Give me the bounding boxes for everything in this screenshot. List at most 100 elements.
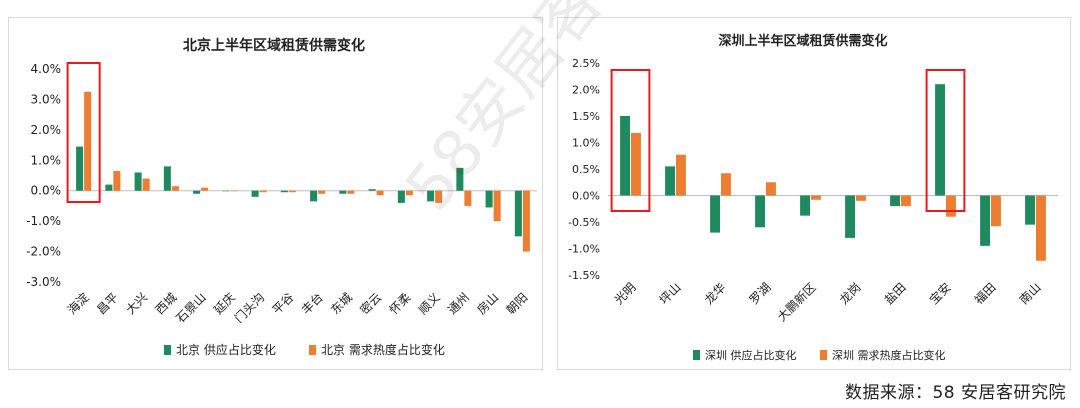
x-category-label: 顺义 [416,290,443,317]
x-category-label: 大兴 [123,290,150,317]
y-tick-label: 2.0% [572,84,600,97]
y-tick-label: 0.5% [572,163,600,176]
bar-demand-9 [347,190,355,194]
bar-supply-12 [427,190,435,202]
bar-demand-7 [946,195,956,217]
bar-supply-4 [193,190,201,194]
x-category-label: 房山 [474,290,502,318]
legend-entry: 北京 需求热度占比变化 [321,342,445,357]
highlight-box [610,69,651,212]
bar-demand-2 [142,178,150,191]
shenzhen-chart: 深圳上半年区域租赁供需变化 2.5% 2.0% 1.5% 1.0% 0.5% 0.0% -0.… [568,33,1058,362]
x-category-label: 怀柔 [387,290,414,317]
bar-supply-1 [665,166,675,196]
y-tick-label: 1.5% [572,110,600,123]
y-tick-label: -1.0% [26,214,61,228]
bar-supply-9 [1025,195,1035,225]
x-category-label: 朝阳 [504,290,531,317]
y-tick-label: -1.5% [568,269,600,282]
bar-demand-1 [676,154,686,196]
y-tick-label: 2.5% [572,57,600,70]
y-tick-label: 1.0% [31,153,62,167]
bar-demand-0 [631,132,641,196]
bar-demand-0 [84,91,92,191]
bar-supply-15 [514,190,522,237]
x-category-label: 福田 [971,280,999,308]
bar-demand-14 [493,190,501,222]
bar-demand-4 [811,195,821,200]
legend-entry: 深圳 供应占比变化 [705,348,797,362]
x-category-label: 东城 [328,290,355,317]
y-tick-label: 3.0% [31,92,62,106]
x-category-label: 龙华 [702,280,729,307]
x-category-label: 丰台 [298,290,326,318]
x-category-label: 罗湖 [746,280,774,308]
bar-demand-3 [171,186,179,191]
bar-supply-4 [800,195,810,216]
bar-demand-9 [1036,195,1046,261]
bar-demand-8 [991,195,1001,227]
bar-supply-13 [456,167,464,191]
bar-demand-15 [522,190,530,252]
x-category-label: 宝安 [926,280,954,308]
x-category-label: 龙岗 [837,280,864,307]
y-tick-label: 4.0% [31,62,62,76]
bar-demand-12 [435,190,443,203]
bar-supply-7 [280,190,288,193]
bar-supply-1 [105,184,113,191]
legend-swatch [820,350,827,360]
bar-demand-2 [721,173,731,196]
bar-supply-2 [710,195,720,233]
x-category-label: 南山 [1016,280,1044,308]
bar-demand-5 [856,195,866,201]
bar-supply-8 [310,190,318,202]
y-tick-label: -2.0% [26,245,61,259]
bar-demand-13 [464,190,472,206]
bar-supply-6 [890,195,900,207]
x-category-label: 门头沟 [231,290,267,326]
bar-supply-5 [222,190,230,192]
x-category-label: 石景山 [173,290,208,325]
y-tick-label: 1.0% [572,137,600,150]
bar-supply-9 [339,190,347,194]
bar-supply-2 [134,172,142,191]
chart-title: 深圳上半年区域租赁供需变化 [718,33,887,49]
x-category-label: 盐田 [882,280,909,307]
bar-supply-5 [845,195,855,238]
bar-demand-6 [259,190,267,193]
bar-demand-1 [113,170,121,191]
highlight-box [925,69,966,212]
legend-entry: 北京 供应占比变化 [176,342,276,357]
bar-demand-8 [318,190,326,194]
x-category-label: 光明 [612,280,639,307]
bar-supply-6 [251,190,259,197]
x-category-label: 通州 [445,290,472,317]
bar-demand-3 [766,182,776,196]
data-source: 数据来源：58 安居客研究院 [844,383,1066,403]
bar-demand-5 [230,190,238,192]
shenzhen-chart-panel: 深圳上半年区域租赁供需变化 2.5% 2.0% 1.5% 1.0% 0.5% 0.0% -0.… [557,17,1071,370]
bar-supply-8 [980,195,990,246]
x-category-label: 密云 [357,290,385,318]
y-tick-label: -3.0% [26,275,61,289]
highlight-box [66,62,101,203]
bar-demand-7 [288,190,296,193]
bar-supply-11 [397,190,405,203]
bar-demand-11 [405,190,413,196]
bar-supply-10 [368,189,376,191]
bar-supply-14 [485,190,493,208]
y-tick-label: 0.0% [572,190,600,203]
bar-demand-10 [376,190,384,196]
beijing-chart-panel: 北京上半年区域租赁供需变化 4.0% 3.0% 2.0% 1.0% 0.0% -1.0% -2… [8,17,543,370]
bar-supply-0 [76,146,84,191]
bar-supply-3 [163,166,171,191]
bar-supply-7 [935,84,945,196]
bar-demand-6 [901,195,911,207]
bar-supply-3 [755,195,765,228]
bar-supply-0 [620,116,630,196]
y-tick-label: 0.0% [31,184,62,198]
y-tick-label: -1.0% [568,243,600,256]
legend-swatch [164,345,171,355]
y-tick-label: 2.0% [31,123,62,137]
x-category-label: 平谷 [270,290,297,317]
